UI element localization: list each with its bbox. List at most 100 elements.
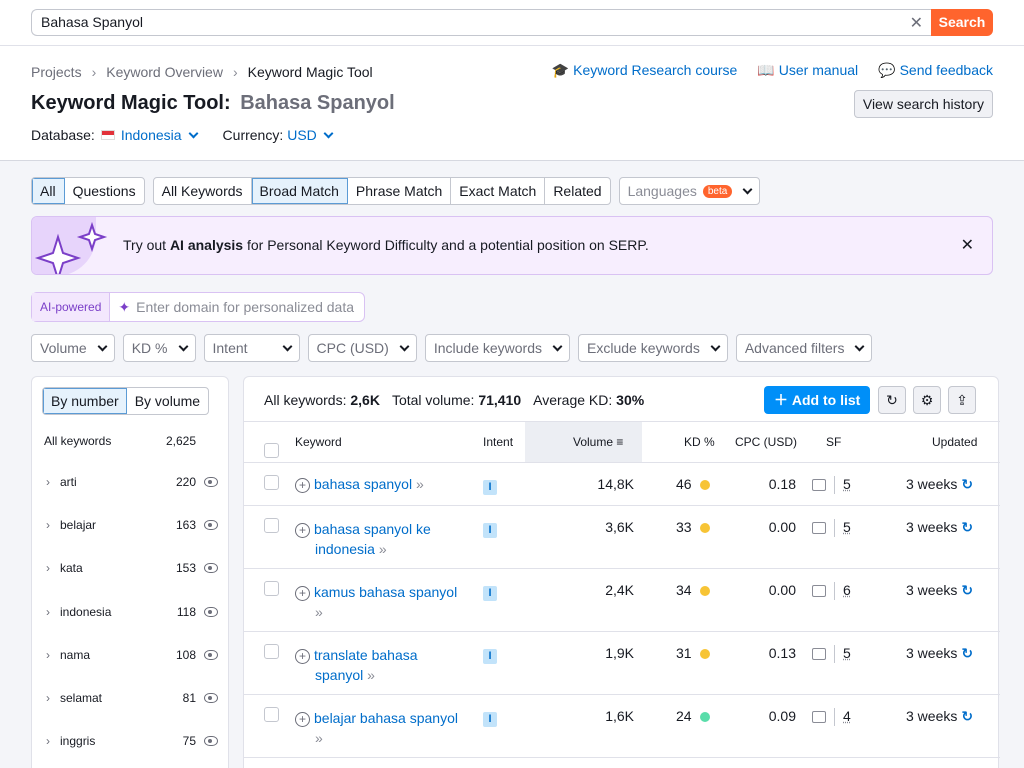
eye-icon[interactable] bbox=[204, 607, 218, 617]
manual-link[interactable]: 📖 User manual bbox=[757, 62, 858, 79]
tab-all[interactable]: All bbox=[32, 178, 65, 204]
row-checkbox[interactable] bbox=[264, 475, 279, 493]
chevron-right-icon[interactable]: › bbox=[46, 734, 50, 748]
double-chevron-icon[interactable]: » bbox=[412, 476, 424, 492]
sf-count[interactable]: 6 bbox=[843, 582, 851, 598]
database-select[interactable]: Indonesia bbox=[120, 127, 182, 143]
filter-cpc[interactable]: CPC (USD) bbox=[307, 334, 417, 362]
search-button[interactable]: Search bbox=[931, 9, 993, 36]
keyword-link[interactable]: translate bahasa bbox=[314, 647, 418, 663]
add-keyword-icon[interactable]: + bbox=[295, 523, 310, 538]
feedback-link[interactable]: 💬 Send feedback bbox=[878, 62, 993, 79]
sf-count[interactable]: 4 bbox=[843, 708, 851, 724]
row-checkbox[interactable] bbox=[264, 644, 279, 662]
filter-volume[interactable]: Volume bbox=[31, 334, 115, 362]
chevron-right-icon[interactable]: › bbox=[46, 605, 50, 619]
filter-intent[interactable]: Intent bbox=[203, 334, 300, 362]
export-button[interactable]: ⇪ bbox=[948, 386, 976, 414]
tab-related[interactable]: Related bbox=[553, 183, 602, 199]
group-item[interactable]: › kata 153 bbox=[46, 561, 218, 575]
course-link[interactable]: 🎓 Keyword Research course bbox=[552, 62, 738, 79]
group-item[interactable]: › belajar 163 bbox=[46, 518, 218, 532]
breadcrumb-projects[interactable]: Projects bbox=[31, 64, 82, 80]
eye-icon[interactable] bbox=[204, 650, 218, 660]
settings-button[interactable]: ⚙ bbox=[913, 386, 941, 414]
chevron-right-icon[interactable]: › bbox=[46, 475, 50, 489]
refresh-button[interactable]: ↻ bbox=[878, 386, 906, 414]
col-updated[interactable]: Updated bbox=[932, 435, 978, 449]
by-volume-button[interactable]: By volume bbox=[134, 393, 201, 409]
sf-count[interactable]: 5 bbox=[843, 519, 851, 535]
sf-count[interactable]: 5 bbox=[843, 645, 851, 661]
keyword-link-cont[interactable]: indonesia bbox=[315, 541, 375, 557]
checkbox[interactable] bbox=[264, 518, 279, 533]
currency-select[interactable]: USD bbox=[287, 127, 317, 143]
tab-all-keywords[interactable]: All Keywords bbox=[154, 178, 252, 204]
row-checkbox[interactable] bbox=[264, 518, 279, 536]
row-checkbox[interactable] bbox=[264, 707, 279, 725]
col-cpc[interactable]: CPC (USD) bbox=[735, 435, 797, 449]
eye-icon[interactable] bbox=[204, 693, 218, 703]
refresh-icon[interactable]: ↻ bbox=[961, 645, 974, 661]
col-keyword[interactable]: Keyword bbox=[295, 435, 342, 449]
checkbox[interactable] bbox=[264, 475, 279, 490]
add-keyword-icon[interactable]: + bbox=[295, 478, 310, 493]
checkbox[interactable] bbox=[264, 581, 279, 596]
filter-exclude-keywords[interactable]: Exclude keywords bbox=[578, 334, 728, 362]
row-checkbox[interactable] bbox=[264, 581, 279, 599]
view-search-history-button[interactable]: View search history bbox=[853, 90, 993, 118]
keyword-link-cont[interactable]: spanyol bbox=[315, 667, 364, 683]
col-sf[interactable]: SF bbox=[826, 435, 842, 449]
double-chevron-icon[interactable]: » bbox=[374, 541, 387, 557]
double-chevron-icon[interactable]: » bbox=[315, 604, 323, 620]
tab-phrase-match[interactable]: Phrase Match bbox=[348, 178, 452, 204]
add-keyword-icon[interactable]: + bbox=[295, 586, 310, 601]
clear-icon[interactable]: ✕ bbox=[909, 15, 923, 32]
domain-input[interactable]: Enter domain for personalized data bbox=[136, 299, 355, 315]
chevron-right-icon[interactable]: › bbox=[46, 561, 50, 575]
chevron-right-icon[interactable]: › bbox=[46, 691, 50, 705]
refresh-icon[interactable]: ↻ bbox=[961, 708, 974, 724]
eye-icon[interactable] bbox=[204, 520, 218, 530]
group-item[interactable]: › indonesia 118 bbox=[46, 605, 218, 619]
by-number-button[interactable]: By number bbox=[43, 388, 127, 414]
chevron-right-icon[interactable]: › bbox=[46, 518, 50, 532]
filter-advanced[interactable]: Advanced filters bbox=[735, 334, 873, 362]
breadcrumb-keyword-overview[interactable]: Keyword Overview bbox=[106, 64, 223, 80]
group-item[interactable]: › selamat 81 bbox=[46, 691, 218, 705]
keyword-link[interactable]: bahasa spanyol ke bbox=[314, 521, 431, 537]
eye-icon[interactable] bbox=[204, 477, 218, 487]
add-to-list-button[interactable]: ＋ Add to list bbox=[764, 386, 871, 414]
keyword-link[interactable]: belajar bahasa spanyol bbox=[314, 710, 458, 726]
tab-questions[interactable]: Questions bbox=[72, 183, 136, 199]
refresh-icon[interactable]: ↻ bbox=[961, 582, 974, 598]
close-icon[interactable]: ✕ bbox=[960, 237, 974, 254]
refresh-icon[interactable]: ↻ bbox=[961, 476, 974, 492]
group-item[interactable]: › inggris 75 bbox=[46, 734, 218, 748]
col-kd[interactable]: KD % bbox=[684, 435, 715, 449]
tab-broad-match[interactable]: Broad Match bbox=[251, 178, 348, 204]
all-keywords-group[interactable]: All keywords 2,625 bbox=[44, 434, 218, 448]
checkbox[interactable] bbox=[264, 443, 279, 458]
languages-dropdown[interactable]: Languages beta bbox=[618, 177, 761, 205]
tab-exact-match[interactable]: Exact Match bbox=[451, 178, 546, 204]
add-keyword-icon[interactable]: + bbox=[295, 712, 310, 727]
add-keyword-icon[interactable]: + bbox=[295, 649, 310, 664]
refresh-icon[interactable]: ↻ bbox=[961, 519, 974, 535]
filter-kd[interactable]: KD % bbox=[122, 334, 196, 362]
double-chevron-icon[interactable]: » bbox=[315, 730, 323, 746]
eye-icon[interactable] bbox=[204, 563, 218, 573]
col-intent[interactable]: Intent bbox=[483, 435, 514, 449]
select-all-checkbox[interactable] bbox=[264, 434, 279, 458]
eye-icon[interactable] bbox=[204, 736, 218, 746]
keyword-link[interactable]: bahasa spanyol bbox=[314, 476, 413, 492]
search-input[interactable] bbox=[41, 14, 891, 30]
group-item[interactable]: › arti 220 bbox=[46, 475, 218, 489]
checkbox[interactable] bbox=[264, 707, 279, 722]
col-volume[interactable]: Volume ≡ bbox=[525, 422, 642, 462]
group-item[interactable]: › nama 108 bbox=[46, 648, 218, 662]
sf-count[interactable]: 5 bbox=[843, 476, 851, 492]
keyword-link[interactable]: kamus bahasa spanyol bbox=[314, 584, 458, 600]
chevron-right-icon[interactable]: › bbox=[46, 648, 50, 662]
double-chevron-icon[interactable]: » bbox=[363, 667, 375, 683]
